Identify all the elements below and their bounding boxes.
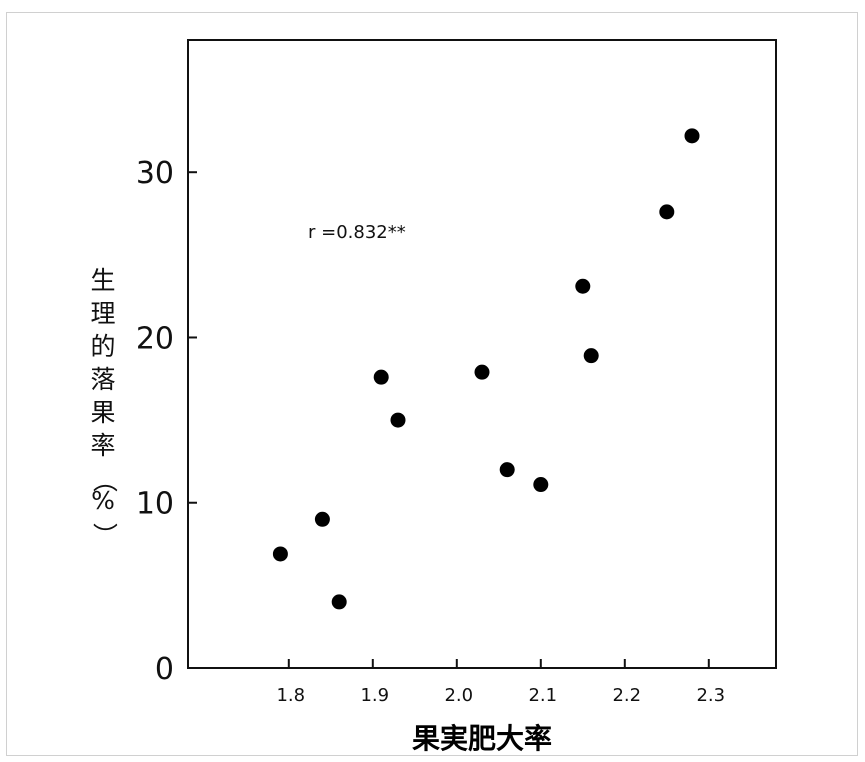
y-axis-label-char: 生 xyxy=(90,266,115,295)
y-axis-label-char: （ xyxy=(90,467,119,492)
x-tick-label: 2.1 xyxy=(528,685,557,706)
y-axis-label-char: 的 xyxy=(90,332,115,361)
y-axis-label-char: 理 xyxy=(90,299,115,328)
y-axis: 0 10 20 30 xyxy=(136,156,197,687)
figure-frame xyxy=(6,12,858,756)
x-axis: 1.8 1.9 2.0 2.1 2.2 2.3 xyxy=(276,659,725,706)
x-tick-label: 1.9 xyxy=(360,685,389,706)
data-point xyxy=(575,278,591,294)
y-tick-label: 30 xyxy=(136,156,174,191)
data-point xyxy=(474,364,490,380)
x-tick-label: 1.8 xyxy=(276,685,305,706)
x-tick-label: 2.3 xyxy=(696,685,725,706)
y-tick-label: 0 xyxy=(155,652,174,687)
data-point xyxy=(373,369,389,385)
data-point xyxy=(390,412,406,428)
y-tick-label: 10 xyxy=(136,487,174,522)
correlation-annotation: r =0.832** xyxy=(308,222,406,243)
data-point xyxy=(314,511,330,527)
y-axis-label-char: 落 xyxy=(90,365,115,394)
x-tick-label: 2.2 xyxy=(612,685,641,706)
plot-area-border xyxy=(187,39,777,669)
data-point xyxy=(499,462,515,478)
y-axis-label-char: 率 xyxy=(90,431,115,460)
y-axis-label-char: % xyxy=(91,486,115,515)
y-tick-label: 20 xyxy=(136,321,174,356)
data-points xyxy=(272,128,700,610)
x-tick-label: 2.0 xyxy=(444,685,473,706)
data-point xyxy=(272,546,288,562)
data-point xyxy=(331,594,347,610)
y-axis-label-char: 果 xyxy=(90,398,115,427)
data-point xyxy=(684,128,700,144)
data-point xyxy=(659,204,675,220)
data-point xyxy=(583,348,599,364)
y-axis-label-char: ） xyxy=(90,522,119,547)
data-point xyxy=(533,477,549,493)
x-axis-label: 果実肥大率 xyxy=(412,722,552,755)
